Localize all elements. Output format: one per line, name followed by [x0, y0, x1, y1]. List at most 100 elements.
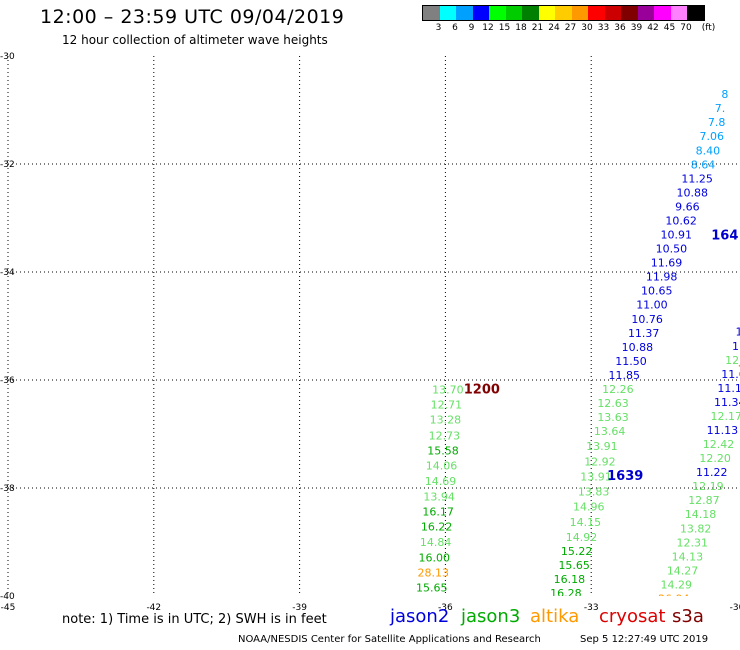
color-scale-label: 42 — [647, 23, 659, 33]
wave-height-reading: 15.22 — [561, 545, 593, 558]
wave-height-reading: 13.82 — [680, 522, 712, 535]
wave-height-reading: 15.65 — [416, 582, 448, 595]
lat-tick-label: -34 — [0, 268, 15, 278]
wave-height-reading: 11.00 — [636, 299, 668, 312]
color-scale-label: 15 — [498, 23, 511, 33]
wave-height-reading: 11.13 — [717, 382, 740, 395]
wave-height-reading: 12.42 — [703, 438, 735, 451]
wave-height-reading: 7.06 — [699, 130, 724, 143]
units-note: note: 1) Time is in UTC; 2) SWH is in fe… — [62, 612, 327, 627]
wave-height-reading: 11.60 — [721, 368, 740, 381]
color-scale-label: 6 — [452, 23, 458, 33]
wave-height-reading: 13.94 — [423, 490, 455, 503]
color-swatch — [571, 6, 588, 20]
wave-height-reading: 7. — [715, 102, 726, 115]
color-swatch — [505, 6, 522, 20]
color-swatch — [604, 6, 621, 20]
color-scale-label: 27 — [564, 23, 577, 33]
wave-height-reading: 28.13 — [418, 567, 450, 580]
wave-height-reading: 14.29 — [661, 578, 693, 591]
wave-height-reading: 14.96 — [573, 501, 605, 514]
wave-height-reading: 11.13 — [707, 424, 739, 437]
color-scale-label: 24 — [548, 23, 560, 33]
wave-height-reading: 11.37 — [628, 327, 660, 340]
page-title: 12:00 – 23:59 UTC 09/04/2019 — [40, 6, 345, 28]
lon-tick-label: -39 — [292, 603, 307, 613]
wave-height-reading: 10.3 — [735, 326, 740, 339]
wave-height-reading: 8.64 — [691, 158, 716, 171]
wave-height-reading: 11.69 — [651, 257, 683, 270]
wave-height-reading: 10.76 — [631, 313, 663, 326]
lat-tick-label: -40 — [0, 592, 15, 602]
wave-height-reading: 14.06 — [426, 460, 458, 473]
wave-height-reading: 8 — [721, 88, 728, 101]
wave-height-reading: 10.50 — [656, 243, 688, 256]
lon-tick-label: -42 — [146, 603, 161, 613]
legend-altika: altika — [530, 606, 580, 627]
color-scale-label: 12 — [482, 23, 494, 33]
wave-height-reading: 11.85 — [608, 369, 640, 382]
wave-height-reading: 12.26 — [602, 383, 634, 396]
color-scale-label: 30 — [581, 23, 593, 33]
lat-tick-label: -38 — [0, 484, 15, 494]
wave-height-reading: 10.91 — [661, 229, 693, 242]
color-swatch — [538, 6, 555, 20]
wave-height-reading: 13.28 — [430, 414, 462, 427]
pass-time-label: 1200 — [464, 383, 500, 398]
lat-tick-label: -30 — [0, 52, 15, 62]
color-scale-swatches — [422, 5, 705, 21]
color-swatch — [456, 6, 473, 20]
lon-tick-label: -33 — [584, 603, 599, 613]
legend-cryosat: cryosat — [599, 606, 666, 627]
wave-height-reading: 11.22 — [696, 466, 728, 479]
color-swatch — [489, 6, 506, 20]
wave-height-reading: 16.18 — [554, 573, 586, 586]
wave-height-reading: 16.17 — [422, 506, 454, 519]
wave-height-reading: 12.20 — [699, 452, 731, 465]
wave-height-reading: 13.91 — [580, 470, 612, 483]
wave-height-reading: 7.8 — [708, 116, 726, 129]
lon-tick-label: -36 — [438, 603, 453, 613]
footer-timestamp: Sep 5 12:27:49 UTC 2019 — [580, 634, 709, 645]
lon-tick-label: -30 — [730, 603, 740, 613]
color-scale-unit: (ft) — [701, 23, 716, 33]
footer-credit: NOAA/NESDIS Center for Satellite Applica… — [238, 634, 541, 645]
color-scale-label: 36 — [614, 23, 626, 33]
wave-height-reading: 13.83 — [578, 486, 610, 499]
color-scale-label: 45 — [663, 23, 676, 33]
wave-height-reading: 14.69 — [425, 475, 457, 488]
color-scale-label: 70 — [680, 23, 692, 33]
wave-height-reading: 12.03 — [725, 354, 740, 367]
wave-height-reading: 12.71 — [431, 399, 463, 412]
wave-height-reading: 12.63 — [597, 397, 629, 410]
pass-time-label: 1639 — [607, 469, 643, 484]
color-swatch — [687, 6, 704, 20]
wave-height-reading: 12.31 — [677, 536, 709, 549]
wave-height-reading: 10.65 — [641, 285, 673, 298]
color-scale-label: 39 — [630, 23, 643, 33]
wave-height-reading: 14.92 — [566, 531, 598, 544]
color-swatch — [472, 6, 489, 20]
wave-height-reading: 8.40 — [696, 144, 721, 157]
color-swatch — [522, 6, 539, 20]
color-scale-label: 18 — [515, 23, 527, 33]
wave-height-reading: 12.19 — [692, 480, 724, 493]
wave-height-reading: 13.64 — [594, 425, 626, 438]
color-scale-label: 21 — [531, 23, 544, 33]
wave-height-reading: 14.13 — [672, 550, 704, 563]
wave-height-reading: 12.92 — [584, 455, 616, 468]
color-swatch — [654, 6, 671, 20]
color-scale-label: 3 — [435, 23, 442, 33]
wave-height-reading: 12.87 — [688, 494, 720, 507]
legend-s3a: s3a — [672, 606, 704, 627]
wave-height-reading: 10.88 — [677, 186, 709, 199]
lat-tick-label: -32 — [0, 160, 15, 170]
color-scale-label: 33 — [597, 23, 610, 33]
color-scale-label: 9 — [468, 23, 475, 33]
wave-height-reading: 14.27 — [667, 564, 699, 577]
pass-time-label: 1 — [737, 364, 740, 379]
wave-height-reading: 13.70 — [432, 384, 464, 397]
color-swatch — [439, 6, 456, 20]
wave-height-reading: 11.25 — [681, 172, 713, 185]
